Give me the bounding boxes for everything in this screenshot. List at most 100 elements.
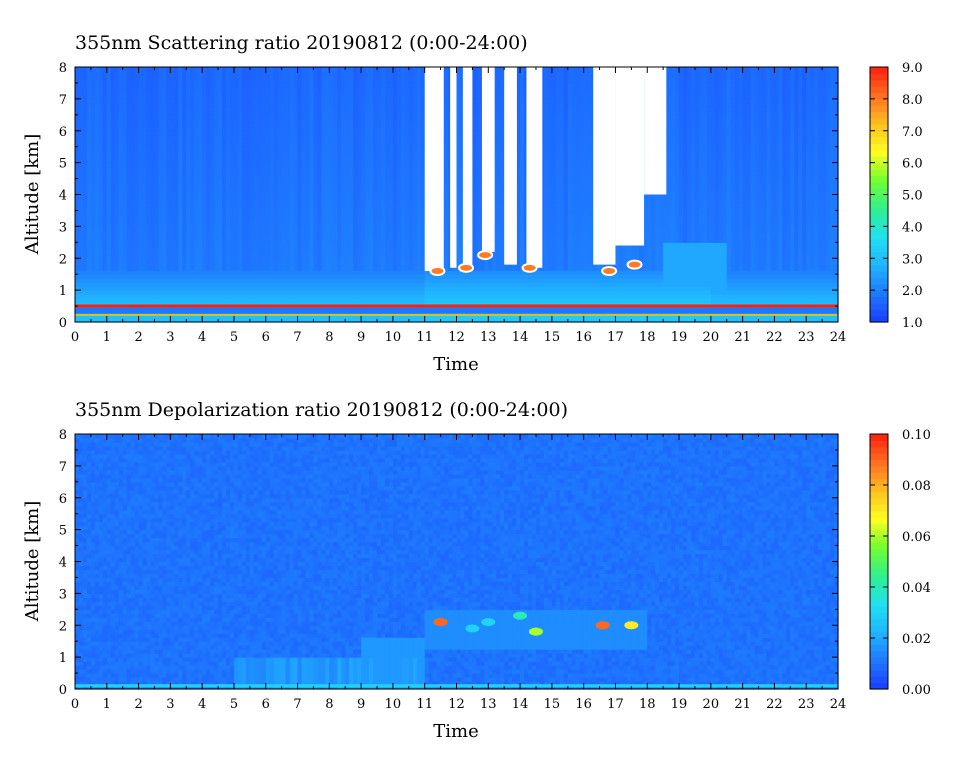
y-tick-label: 4	[59, 556, 67, 571]
x-tick-label: 21	[734, 697, 751, 712]
x-tick-label: 12	[448, 330, 465, 345]
x-tick-label: 7	[293, 330, 301, 345]
colorbar-swatch	[870, 529, 888, 537]
y-tick-label: 2	[59, 252, 67, 267]
x-tick-label: 14	[512, 697, 529, 712]
x-tick-label: 23	[798, 330, 815, 345]
x-tick-label: 24	[830, 697, 847, 712]
colorbar-swatch	[870, 98, 888, 106]
colorbar-swatch	[870, 137, 888, 145]
x-tick-label: 19	[671, 697, 688, 712]
x-axis-label: Time	[433, 721, 478, 742]
x-tick-label: 10	[385, 697, 402, 712]
colorbar-swatch	[870, 580, 888, 588]
y-tick-label: 0	[59, 683, 67, 698]
colorbar-swatch	[870, 567, 888, 575]
colorbar-tick-label: 0.10	[902, 428, 931, 443]
x-tick-label: 21	[734, 330, 751, 345]
x-tick-label: 12	[448, 697, 465, 712]
colorbar-tick-label: 7.0	[902, 125, 923, 140]
colorbar-swatch	[870, 156, 888, 164]
cloud-feature	[433, 618, 448, 627]
scattering-ratio-panel: 355nm Scattering ratio 20190812 (0:00-24…	[22, 32, 923, 375]
colorbar-swatch	[870, 555, 888, 563]
colorbar-swatch	[870, 283, 888, 291]
colorbar-swatch	[870, 485, 888, 492]
surface-band	[75, 304, 838, 308]
chart-title: 355nm Scattering ratio 20190812 (0:00-24…	[75, 32, 528, 54]
colorbar-swatch	[870, 302, 888, 310]
y-tick-label: 8	[59, 428, 67, 443]
colorbar-swatch	[870, 309, 888, 317]
colorbar-swatch	[870, 459, 888, 467]
colorbar-tick-label: 8.0	[902, 93, 923, 108]
colorbar-tick-label: 9.0	[902, 61, 923, 76]
colorbar-swatch	[870, 149, 888, 157]
colorbar-swatch	[870, 207, 888, 215]
colorbar-swatch	[870, 625, 888, 633]
colorbar-swatch	[870, 548, 888, 556]
x-tick-label: 13	[480, 330, 497, 345]
colorbar-tick-label: 6.0	[902, 157, 923, 172]
colorbar-tick-label: 1.0	[902, 316, 923, 331]
y-tick-label: 2	[59, 619, 67, 634]
colorbar-swatch	[870, 251, 888, 259]
colorbar-swatch	[870, 478, 888, 486]
y-tick-label: 1	[59, 651, 67, 666]
x-tick-label: 18	[639, 697, 656, 712]
x-tick-label: 20	[703, 697, 720, 712]
colorbar-swatch	[870, 86, 888, 94]
no-data-column	[644, 67, 667, 195]
x-tick-label: 0	[71, 330, 79, 345]
x-tick-label: 15	[544, 697, 561, 712]
colorbar-swatch	[870, 516, 888, 524]
x-tick-label: 22	[766, 697, 783, 712]
colorbar-swatch	[870, 315, 888, 323]
cloud-feature	[595, 621, 610, 630]
x-tick-label: 11	[416, 697, 433, 712]
colorbar-swatch	[870, 682, 888, 690]
colorbar-swatch	[870, 264, 888, 272]
colorbar-swatch	[870, 663, 888, 671]
cloud-feature	[513, 611, 528, 620]
colorbar-swatch	[870, 245, 888, 253]
x-tick-label: 19	[671, 330, 688, 345]
colorbar-swatch	[870, 631, 888, 639]
x-tick-label: 20	[703, 330, 720, 345]
colorbar-swatch	[870, 105, 888, 113]
x-tick-label: 17	[607, 697, 624, 712]
chart-title: 355nm Depolarization ratio 20190812 (0:0…	[75, 399, 568, 421]
colorbar-tick-label: 0.00	[902, 683, 931, 698]
x-tick-label: 6	[262, 330, 270, 345]
colorbar-swatch	[870, 130, 888, 138]
colorbar-swatch	[870, 497, 888, 505]
depolarization-ratio-colorbar: 0.00 0.02 0.04 0.06 0.08 0.10	[869, 428, 931, 698]
y-tick-label: 8	[59, 61, 67, 76]
colorbar-tick-label: 5.0	[902, 189, 923, 204]
colorbar-swatch	[870, 561, 888, 569]
colorbar-swatch	[870, 271, 888, 278]
x-tick-label: 2	[134, 330, 142, 345]
colorbar-tick-label: 0.06	[902, 530, 931, 545]
no-data-column	[450, 67, 457, 268]
colorbar-swatch	[870, 220, 888, 227]
cloud-feature	[626, 259, 643, 270]
colorbar-swatch	[870, 92, 888, 100]
no-data-column	[462, 67, 473, 271]
colorbar-swatch	[870, 510, 888, 518]
colorbar-swatch	[870, 606, 888, 614]
y-tick-label: 3	[59, 587, 67, 602]
colorbar-tick-label: 0.02	[902, 632, 931, 647]
colorbar-swatch	[870, 213, 888, 221]
colorbar-tick-label: 2.0	[902, 284, 923, 299]
y-tick-label: 0	[59, 316, 67, 331]
colorbar-swatch	[870, 574, 888, 582]
scattering-ratio-colorbar: 1.0 2.0 3.0 4.0 5.0 6.0 7.0 8.0 9.0	[869, 61, 923, 331]
colorbar-tick-label: 0.08	[902, 479, 931, 494]
no-data-column	[504, 67, 517, 265]
cloud-feature	[601, 266, 618, 276]
x-tick-label: 1	[103, 697, 111, 712]
y-tick-label: 6	[59, 492, 67, 507]
x-tick-label: 17	[607, 330, 624, 345]
